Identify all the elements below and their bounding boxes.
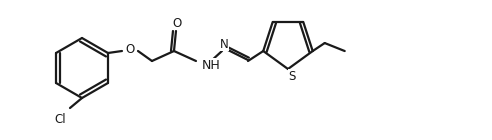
Text: S: S (288, 69, 296, 82)
Text: N: N (219, 38, 228, 51)
Text: O: O (125, 43, 135, 55)
Text: Cl: Cl (54, 113, 66, 126)
Text: O: O (172, 17, 182, 30)
Text: NH: NH (202, 59, 221, 72)
